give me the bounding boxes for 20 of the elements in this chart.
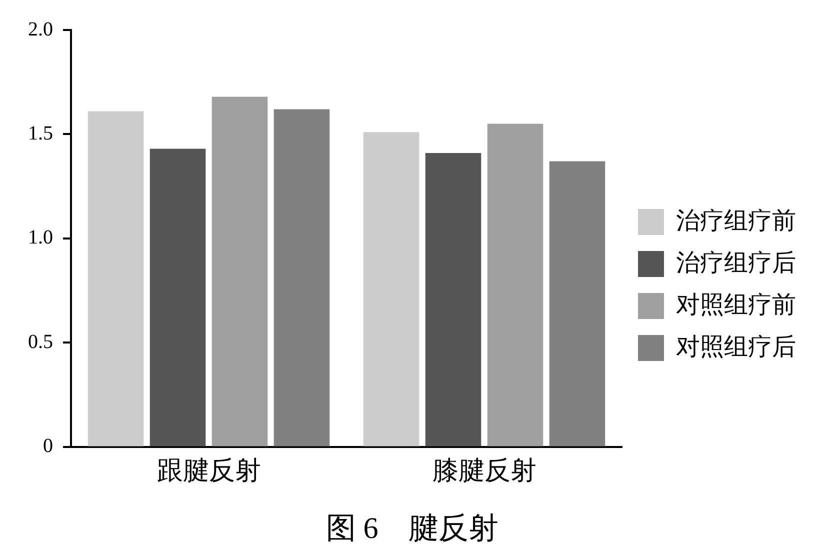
bar (487, 124, 544, 446)
legend-label: 治疗组疗后 (676, 250, 796, 276)
y-tick-label: 1.0 (28, 226, 53, 249)
bar (363, 132, 420, 446)
bar (88, 111, 144, 446)
bar (274, 109, 330, 446)
bar (549, 161, 606, 446)
y-tick-label: 1.5 (28, 122, 53, 144)
bar (425, 152, 482, 446)
text: 图 6 腱反射 (326, 512, 498, 545)
bar (150, 148, 206, 446)
x-tick-label: 膝腱反射 (432, 456, 536, 486)
legend-label: 对照组疗后 (676, 334, 796, 360)
x-tick-label: 跟腱反射 (156, 456, 261, 486)
y-tick-label: 0 (43, 435, 53, 458)
legend-label: 治疗组疗前 (676, 208, 796, 234)
y-tick-label: 2.0 (28, 18, 53, 40)
y-tick-label: 0.5 (28, 330, 53, 353)
bar (212, 96, 268, 446)
legend-label: 对照组疗前 (676, 292, 796, 318)
